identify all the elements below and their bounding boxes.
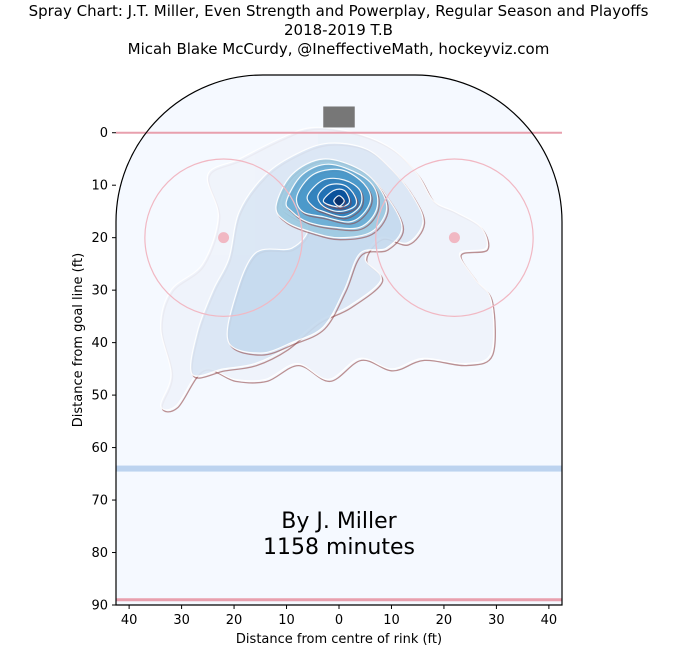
y-axis-label: Distance from goal line (ft) <box>71 253 86 427</box>
y-tick-label: 20 <box>91 231 108 246</box>
rink-lines <box>115 74 563 606</box>
density-level-10 <box>333 195 345 207</box>
chart-title: Spray Chart: J.T. Miller, Even Strength … <box>28 2 649 20</box>
chart-credit: Micah Blake McCurdy, @IneffectiveMath, h… <box>127 40 550 58</box>
y-tick-label: 30 <box>91 284 108 299</box>
y-tick-label: 80 <box>91 546 108 561</box>
x-tick-label: 20 <box>436 613 453 628</box>
title-block: Spray Chart: J.T. Miller, Even Strength … <box>0 2 677 59</box>
y-tick-label: 40 <box>91 336 108 351</box>
blue-line <box>116 465 562 472</box>
y-tick-label: 10 <box>91 179 108 194</box>
y-tick-label: 90 <box>91 599 108 614</box>
y-tick-label: 60 <box>91 441 108 456</box>
x-axis-label: Distance from centre of rink (ft) <box>236 632 442 647</box>
net <box>323 106 355 128</box>
axes: 0 10 20 30 40 50 60 70 80 90 40 30 20 10 0 10 20 30 40 <box>91 126 557 628</box>
chart-subtitle: 2018-2019 T.B <box>284 21 393 39</box>
y-tick-label: 70 <box>91 494 108 509</box>
x-tick-label: 40 <box>541 613 558 628</box>
center-red-line <box>116 598 562 602</box>
x-tick-label: 30 <box>488 613 505 628</box>
y-tick-label: 0 <box>100 126 108 141</box>
x-tick-label: 10 <box>278 613 295 628</box>
faceoff-circle <box>144 158 303 317</box>
annotation-player: By J. Miller <box>281 509 397 534</box>
density-contours <box>159 126 496 413</box>
x-tick-label: 20 <box>226 613 243 628</box>
faceoff-dot <box>448 232 460 244</box>
x-tick-label: 40 <box>121 613 138 628</box>
x-tick-label: 30 <box>173 613 190 628</box>
rink-border <box>115 74 563 606</box>
annotation-minutes: 1158 minutes <box>263 535 415 560</box>
y-tick-label: 50 <box>91 389 108 404</box>
x-tick-label: 0 <box>335 613 343 628</box>
faceoff-circle <box>375 158 534 317</box>
faceoff-dot <box>218 232 230 244</box>
x-tick-label: 10 <box>383 613 400 628</box>
